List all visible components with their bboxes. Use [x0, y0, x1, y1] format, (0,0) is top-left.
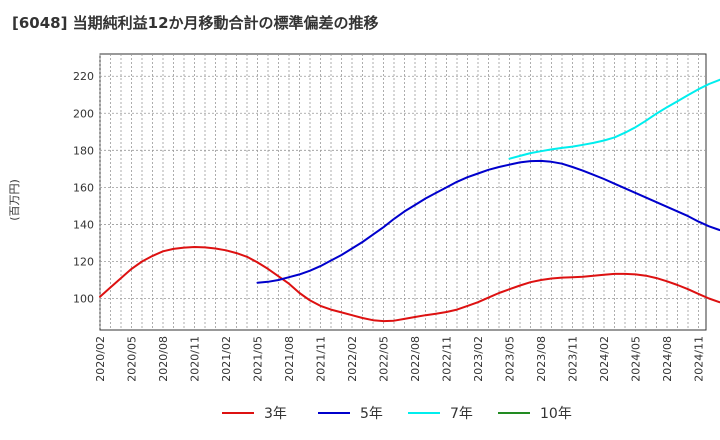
x-tick-label: 2024/05	[630, 336, 643, 382]
y-axis-ticks: 100 120 140 160 180 200 220	[73, 70, 94, 305]
x-tick-label: 2023/02	[472, 336, 485, 382]
y-tick-label: 140	[73, 218, 94, 231]
y-tick-label: 100	[73, 293, 94, 306]
x-tick-label: 2022/08	[409, 336, 422, 382]
legend-label-0: 3年	[264, 406, 287, 422]
y-tick-label: 120	[73, 255, 94, 268]
x-tick-label: 2022/11	[441, 336, 454, 382]
series-layer	[99, 78, 720, 323]
x-tick-label: 2020/08	[157, 336, 170, 382]
legend: 3年 5年 7年 10年	[222, 406, 572, 422]
legend-label-2: 7年	[450, 406, 473, 422]
y-tick-label: 180	[73, 144, 94, 157]
x-tick-label: 2023/05	[504, 336, 517, 382]
y-axis-label: (百万円)	[8, 179, 21, 221]
x-tick-label: 2023/11	[567, 336, 580, 382]
x-axis-ticks: 2020/02 2020/05 2020/08 2020/11 2021/02 2021/…	[94, 336, 706, 382]
legend-label-3: 10年	[540, 406, 572, 422]
x-tick-label: 2022/02	[346, 336, 359, 382]
x-tick-label: 2021/02	[220, 336, 233, 382]
series-line-0	[99, 246, 720, 323]
y-tick-label: 200	[73, 107, 94, 120]
legend-label-1: 5年	[360, 406, 383, 422]
x-tick-label: 2021/11	[315, 336, 328, 382]
y-tick-label: 160	[73, 181, 94, 194]
x-tick-label: 2020/11	[189, 336, 202, 382]
x-tick-label: 2022/05	[378, 336, 391, 382]
x-tick-label: 2024/02	[598, 336, 611, 382]
x-tick-label: 2020/02	[94, 336, 107, 382]
y-tick-label: 220	[73, 70, 94, 83]
x-tick-label: 2020/05	[126, 336, 139, 382]
x-tick-label: 2024/11	[693, 336, 706, 382]
x-tick-label: 2021/05	[252, 336, 265, 382]
x-tick-label: 2024/08	[661, 336, 674, 382]
series-line-1	[256, 159, 720, 284]
x-tick-label: 2023/08	[535, 336, 548, 382]
x-tick-label: 2021/08	[283, 336, 296, 382]
chart-title: [6048] 当期純利益12か月移動合計の標準偏差の推移	[12, 14, 379, 32]
plot-area	[99, 53, 707, 331]
series-line-2	[508, 78, 720, 160]
